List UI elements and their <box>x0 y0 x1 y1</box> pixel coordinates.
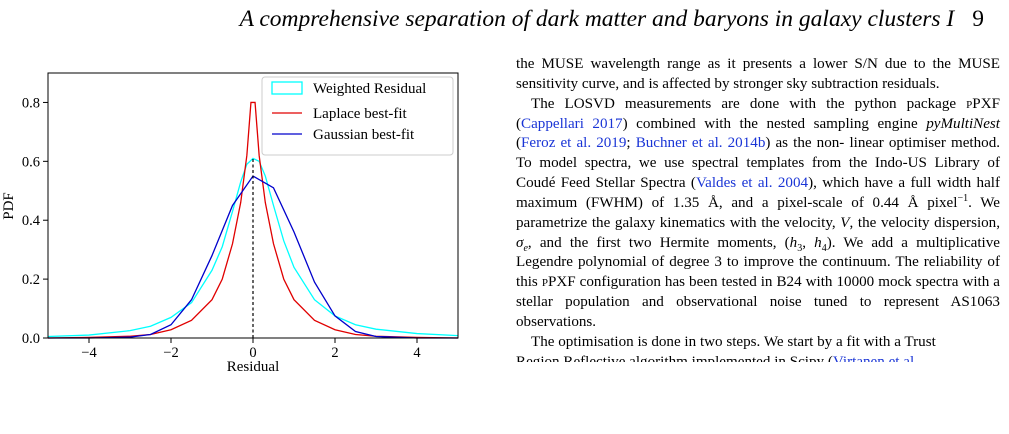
legend: Weighted Residual Laplace best-fit Gauss… <box>261 76 454 156</box>
math-subscript: e <box>523 242 528 254</box>
ppxf-small-caps: p <box>966 95 973 112</box>
legend-label-gaussian: Gaussian best-fit <box>313 127 415 143</box>
p2-text: 1.35 Å, and a pixel-scale of 0.44 Å pixe… <box>672 194 958 211</box>
p2-text: . We parametrize the <box>516 194 1001 231</box>
y-tick-label: 0.8 <box>22 95 40 111</box>
paragraph-3: The optimisation is done in two steps. W… <box>516 333 1000 353</box>
series-line-weighted-residual <box>47 157 459 338</box>
y-tick-label: 0.0 <box>22 331 40 347</box>
legend-label-weighted-residual: Weighted Residual <box>313 81 426 97</box>
y-tick-label: 0.4 <box>22 213 41 229</box>
y-tick-label: 0.6 <box>22 154 40 170</box>
y-axis-label: PDF <box>1 192 17 220</box>
p2-text: tuned to represent AS1063 observations. <box>516 294 1000 330</box>
p2-text: reliability of this <box>516 254 1001 291</box>
x-tick-label: −2 <box>163 345 178 361</box>
p2-text: , <box>527 234 532 251</box>
math-symbol: h <box>814 234 822 251</box>
p2-text: ) combined with the nested sampling engi… <box>622 115 918 132</box>
y-axis-ticks: 0.0 0.2 0.4 0.6 0.8 <box>22 95 48 347</box>
x-tick-label: 0 <box>249 345 256 361</box>
p2-text: , the velocity dispersion, <box>849 214 1001 231</box>
y-tick-label: 0.2 <box>22 272 40 288</box>
paragraph-3-cutoff-line: Region Reflective algorithm implemented … <box>516 353 1000 362</box>
paragraph-2: The LOSVD measurements are done with the… <box>516 95 1000 333</box>
p2-text: ; <box>626 135 636 152</box>
p2-text: ), which have a full width half maximum … <box>516 175 1000 211</box>
p2-text: ( <box>516 135 522 152</box>
legend-swatch-weighted-residual <box>271 81 303 95</box>
body-text-column: the MUSE wavelength range as it presents… <box>516 55 1000 362</box>
legend-label-laplace: Laplace best-fit <box>313 106 408 122</box>
superscript: −1 <box>957 192 969 204</box>
p2-text: from the Indo-US Library of Coudé Feed S… <box>516 155 1000 192</box>
p2-text: and the first two Hermite moments, ( <box>539 234 790 251</box>
series-line-laplace-best-fit <box>47 101 459 339</box>
legend-box <box>261 76 454 156</box>
p3-text: Region Reflective algorithm implemented … <box>516 353 833 362</box>
x-tick-label: 2 <box>331 345 338 361</box>
p2-text: 10000 mock spectra with a stellar popula… <box>516 274 1000 311</box>
math-symbol: V <box>840 214 850 231</box>
math-subscript: 4 <box>821 242 827 254</box>
ppxf-small-caps: p <box>541 274 548 291</box>
p3-text: The optimisation is done in two steps. W… <box>531 333 936 350</box>
x-axis-ticks: −4 −2 0 2 4 <box>81 338 421 361</box>
x-axis-label: Residual <box>227 359 280 375</box>
citation-link[interactable]: Valdes <box>695 175 737 192</box>
citation-link[interactable]: Buchner et al. 2014b <box>635 135 766 152</box>
p2-text: ). We add a multiplicative <box>826 234 1000 251</box>
paragraph-1: the MUSE wavelength range as it presents… <box>516 55 1000 95</box>
citation-link[interactable]: Feroz et al. 2019 <box>521 135 627 152</box>
p1-line1: the MUSE wavelength range as it presents… <box>516 56 951 72</box>
pymultinest-italic: pyMultiNest <box>926 115 1000 132</box>
x-tick-label: 4 <box>413 345 421 361</box>
page-number: 9 <box>972 6 984 32</box>
p2-text: PXF configuration has been tested in B24… <box>547 274 833 291</box>
math-subscript: 3 <box>797 242 803 254</box>
p2-text: ) as the non- <box>765 135 845 152</box>
p2-text: The LOSVD measurements are done with the… <box>531 95 957 112</box>
p2-text: Legendre polynomial of degree 3 to impro… <box>516 254 919 271</box>
p2-text: linear optimiser method. To model spectr… <box>516 135 1001 172</box>
running-header: A comprehensive separation of dark matte… <box>0 6 984 33</box>
p2-text: PXF ( <box>516 95 1000 132</box>
p2-text: , <box>802 234 815 251</box>
p1-line3: residuals. <box>882 75 940 92</box>
math-symbol: σ <box>516 234 524 251</box>
math-symbol: h <box>789 234 798 251</box>
p1-line2: MUSE sensitivity curve, and is affected … <box>516 56 1000 92</box>
running-title: A comprehensive separation of dark matte… <box>239 6 955 32</box>
citation-link[interactable]: Cappellari 2017 <box>521 115 623 132</box>
x-tick-label: −4 <box>81 345 97 361</box>
p2-text: galaxy kinematics with the velocity, <box>614 214 841 231</box>
citation-link[interactable]: Virtanen et al. <box>832 353 918 362</box>
residual-pdf-figure: −4 −2 0 2 4 0.0 0.2 0.4 0.6 0.8 Residual PDF Wei… <box>1 72 459 375</box>
citation-link[interactable]: et al. 2004 <box>741 175 809 192</box>
